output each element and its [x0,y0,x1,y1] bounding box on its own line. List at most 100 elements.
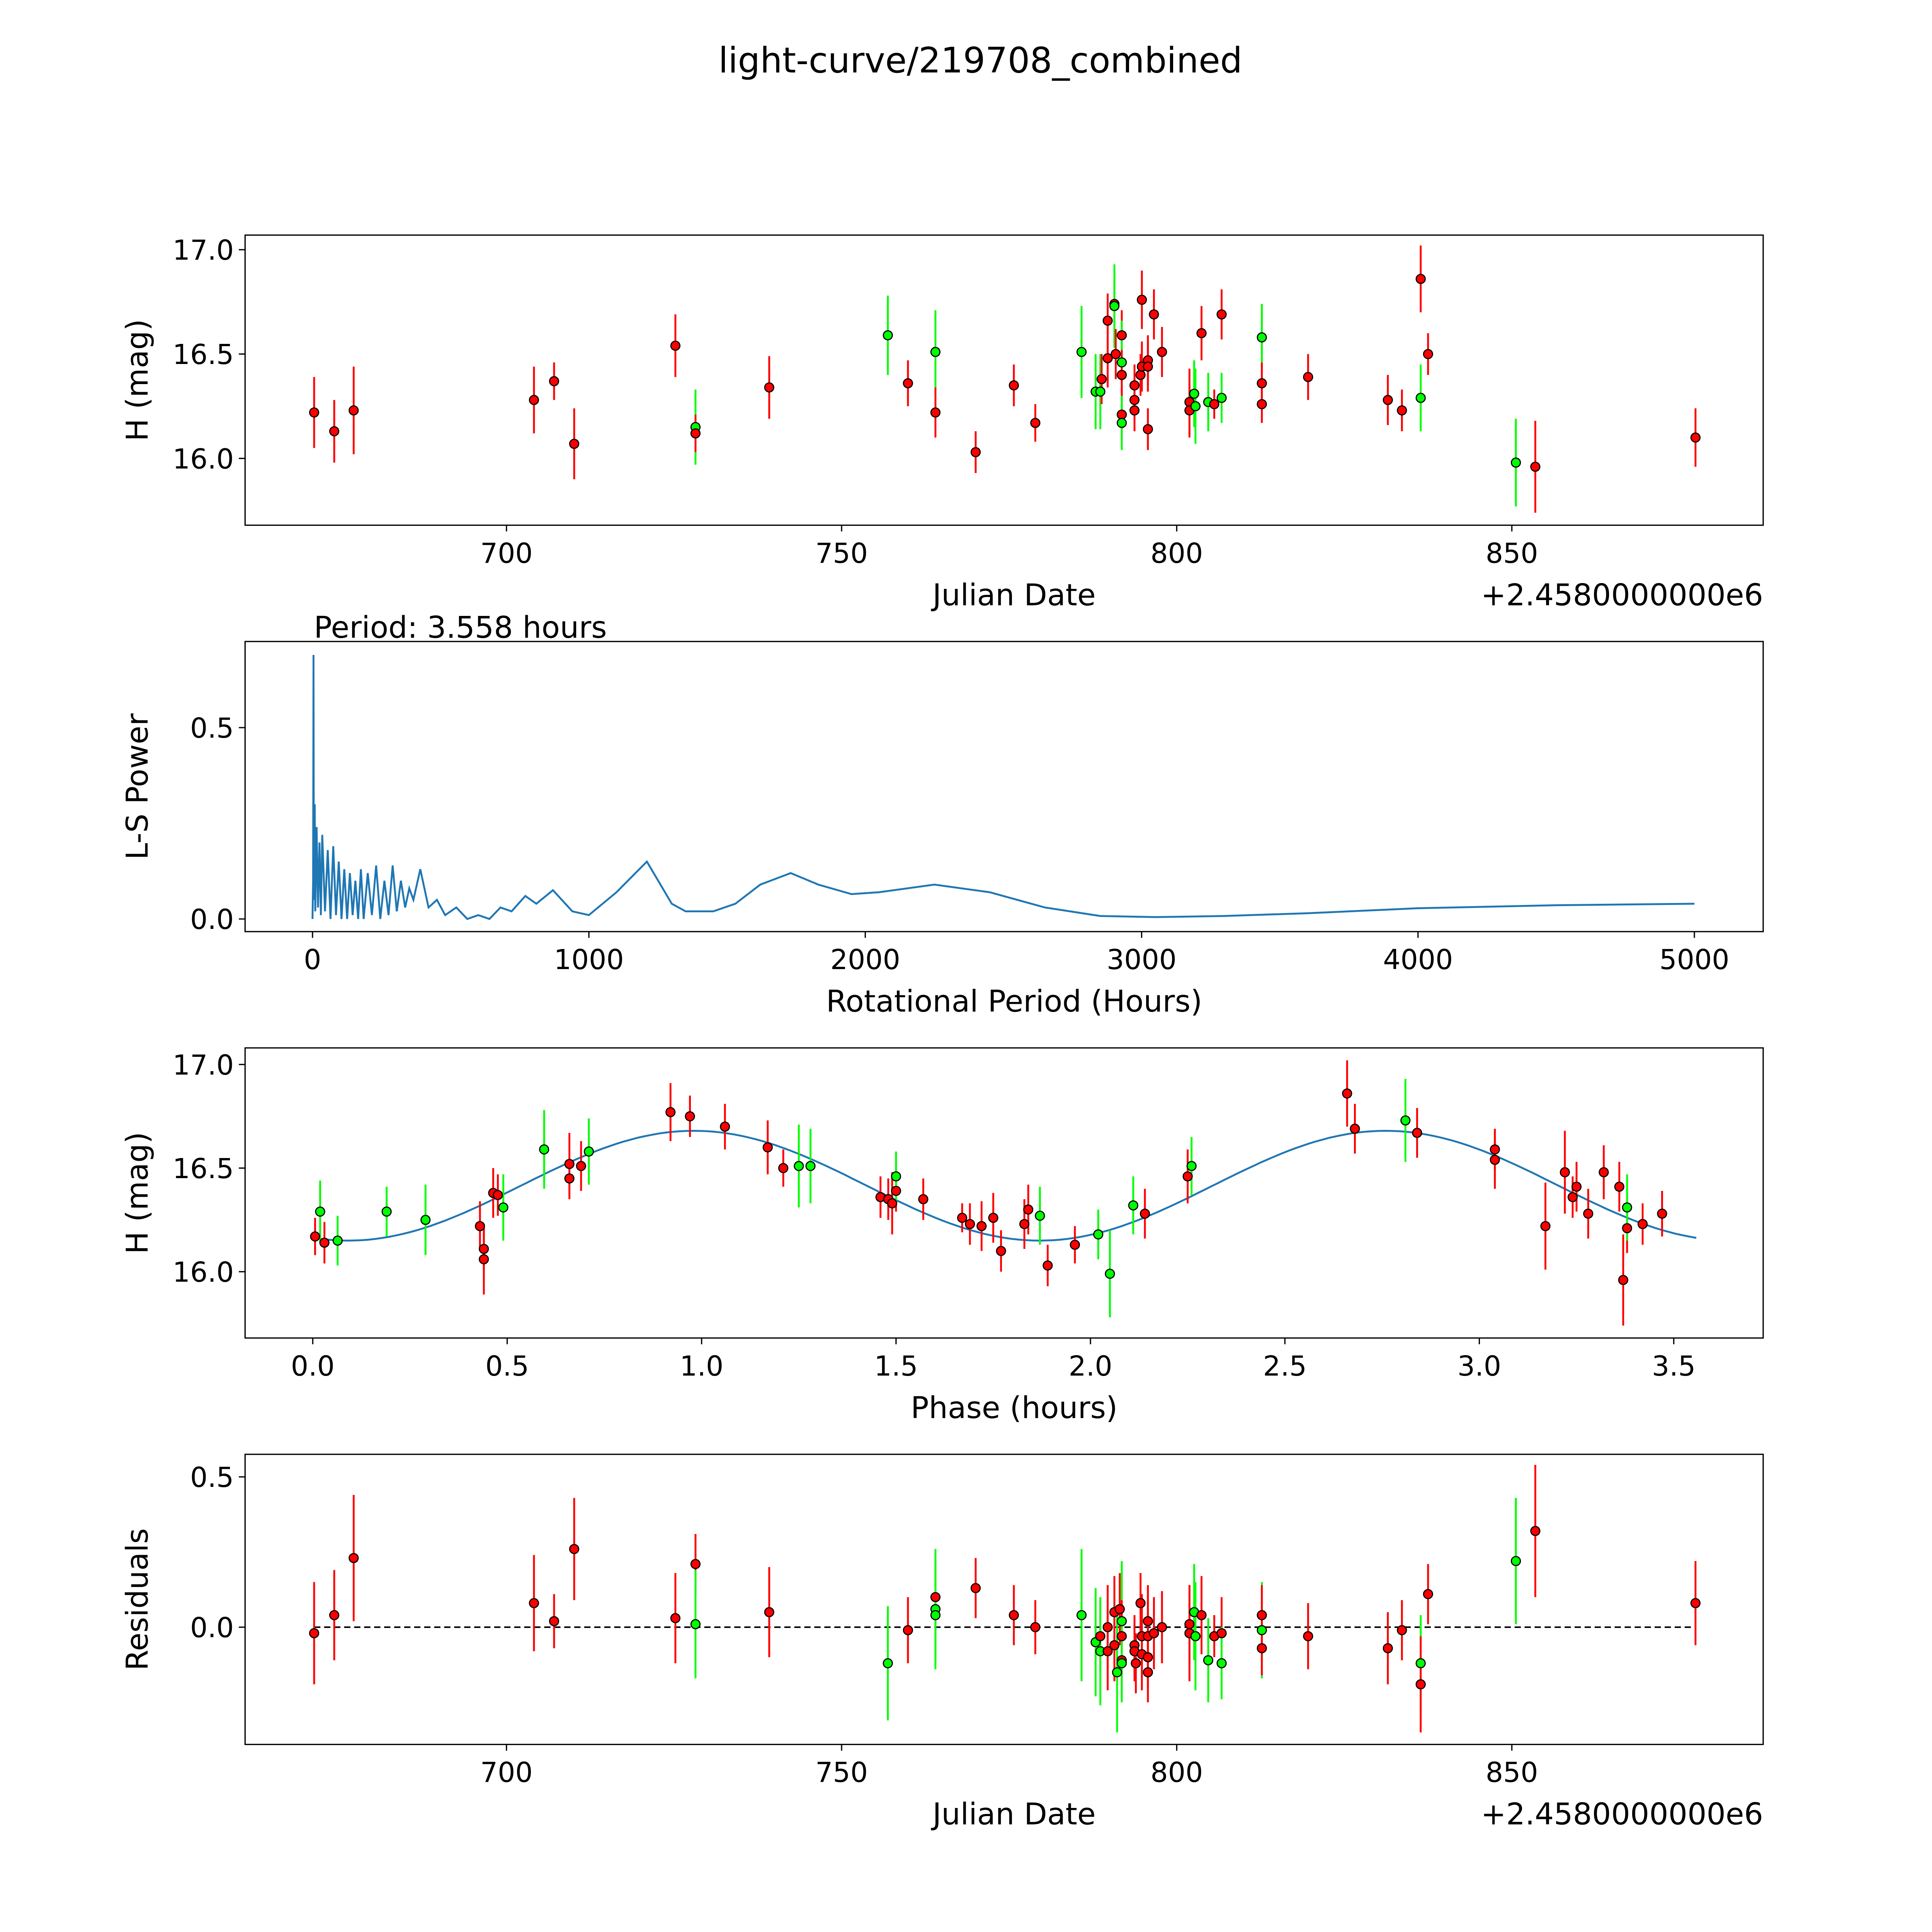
periodogram-panel: 0 1000 2000 3000 4000 5000 0.0 0.5 Rotational Pe… [120,610,1764,1019]
x-tick-label: 700 [480,537,533,569]
data-point [1030,1622,1041,1633]
data-point [1216,309,1227,320]
data-point [1129,380,1140,391]
data-point [1423,1589,1433,1599]
x-offset-label: +2.4580000000e6 [1481,578,1763,612]
data-point [690,428,701,439]
figure-title: light-curve/219708_combined [718,41,1242,81]
data-point [1117,418,1127,428]
lightcurve-panel: 700 750 800 850 16.0 16.5 17.0 Julian Date H (ma… [120,234,1764,612]
data-point [970,1583,981,1594]
data-point [381,1206,392,1217]
data-point [1184,1619,1195,1629]
x-axis-label: Rotational Period (Hours) [826,984,1202,1019]
data-point [1383,1643,1393,1653]
data-point [332,1235,343,1246]
data-point [583,1146,594,1157]
data-point [319,1237,330,1248]
data-point [1102,1646,1113,1656]
data-point [329,426,340,437]
x-offset-label: +2.4580000000e6 [1481,1797,1763,1832]
x-tick-label: 2000 [830,944,900,976]
data-point [349,405,359,416]
data-point [309,1628,320,1638]
data-point [988,1213,998,1223]
data-point [1510,457,1521,468]
data-point [1490,1144,1500,1155]
x-tick-label: 850 [1486,1757,1538,1789]
x-axis-label: Julian Date [930,1797,1095,1832]
y-tick-label: 17.0 [173,234,234,266]
data-point [1105,1269,1115,1279]
data-point [891,1185,901,1196]
data-point [1143,1652,1153,1663]
data-point [1149,309,1159,320]
data-point [1567,1192,1578,1202]
phased-plot-area [310,1060,1697,1326]
data-point [564,1173,575,1184]
data-point [493,1190,503,1200]
data-point [1157,347,1167,357]
data-point [930,407,941,418]
data-point [764,1607,774,1617]
x-tick-label: 750 [815,537,868,569]
data-point [1186,1161,1197,1171]
data-point [1383,395,1393,405]
data-point [1303,372,1313,382]
data-point [805,1161,816,1171]
data-point [1397,1625,1407,1636]
x-tick-label: 800 [1150,537,1203,569]
data-point [1019,1219,1030,1229]
data-point [970,447,981,457]
data-point [315,1206,325,1217]
data-point [1095,386,1105,397]
data-point [1216,1628,1227,1638]
data-point [1117,1631,1127,1641]
x-tick-label: 3.0 [1458,1350,1501,1382]
data-point [1102,315,1113,326]
data-point [1135,1598,1146,1608]
data-point [1070,1240,1080,1250]
data-point [479,1254,489,1265]
x-axis-label: Phase (hours) [911,1391,1117,1425]
data-point [1112,1667,1122,1677]
x-axis-label: Julian Date [930,578,1095,612]
data-point [1139,1208,1150,1219]
data-point [1415,1658,1426,1668]
data-point [1216,393,1227,403]
data-point [1143,1616,1153,1626]
y-tick-label: 16.0 [173,443,234,475]
data-point [1143,424,1153,434]
data-point [1131,1658,1141,1668]
data-point [764,382,774,393]
data-point [1618,1275,1628,1285]
data-point [1571,1182,1582,1192]
data-point [569,439,580,449]
data-point [1216,1658,1227,1668]
y-tick-label: 0.0 [190,903,234,935]
data-point [720,1121,730,1132]
data-point [685,1111,695,1122]
axes-frame [244,1454,1764,1745]
x-tick-label: 3000 [1107,944,1177,976]
data-point [903,378,913,389]
data-point [1303,1631,1313,1641]
data-point [1129,405,1140,416]
data-point [1400,1115,1411,1126]
data-point [1196,328,1207,338]
y-tick-label: 16.5 [173,1153,234,1185]
data-point [1350,1124,1360,1134]
data-point [1583,1208,1594,1219]
x-tick-label: 4000 [1383,944,1453,976]
data-point [1043,1260,1053,1271]
data-point [1257,1643,1267,1653]
data-point [498,1202,509,1213]
x-tick-label: 700 [480,1757,533,1789]
x-tick-label: 1.0 [680,1350,723,1382]
data-point [883,330,893,340]
data-point [1257,1625,1267,1636]
data-point [996,1246,1006,1256]
data-point [1009,1610,1019,1621]
